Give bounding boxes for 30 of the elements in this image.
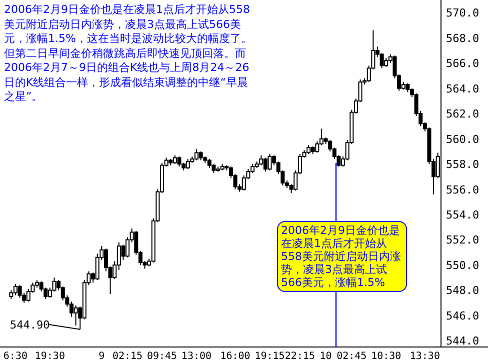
y-tick-label: 558.0 — [446, 158, 480, 172]
x-tick-label: 13:30 — [410, 351, 440, 361]
x-tick-label: 10 — [320, 351, 332, 361]
y-tick-label: 554.0 — [446, 208, 480, 222]
y-tick-label: 548.0 — [446, 284, 480, 298]
y-tick-label: 546.0 — [446, 309, 480, 322]
x-tick-label: 02:45 — [336, 351, 367, 361]
x-tick-label: 13:00 — [181, 351, 212, 361]
annotation: 544.90 — [10, 318, 50, 332]
y-tick-label: 564.0 — [446, 82, 480, 96]
x-tick-label: 02:15 — [112, 351, 143, 361]
x-tick-label: 10:30 — [371, 351, 402, 361]
y-tick-label: 566.0 — [446, 57, 480, 70]
y-tick-label: 544.0 — [446, 334, 480, 348]
x-tick-label: 09:45 — [146, 351, 178, 361]
x-tick-label: 6:30 — [3, 351, 28, 361]
x-tick-label: 19:15 — [254, 351, 285, 361]
y-tick-label: 562.0 — [446, 108, 480, 121]
x-tick-label: 9 — [98, 351, 105, 361]
y-tick-label: 550.0 — [446, 258, 480, 272]
x-tick-label: 16:00 — [220, 351, 250, 361]
x-tick-label: 19:30 — [34, 351, 65, 361]
y-tick-label: 570.0 — [446, 6, 480, 20]
y-tick-label: 560.0 — [446, 132, 480, 146]
annotation: 2006年2月9日金价也是在凌晨1点后才开始从558美元附近启动日内涨势，凌晨3点最高上试566美元，涨幅1.5% — [277, 221, 407, 292]
y-tick-label: 568.0 — [446, 32, 480, 45]
x-tick-label: 22:15 — [284, 351, 315, 361]
annotation: 2006年2月9日金价也是在凌晨1点后才开始从558美元附近启动日内涨势，凌晨3点最高上试566美元，涨幅1.5%，这在当时是波动比较大的幅度了。但第二日早间金价稍微跳高后即快速见顶回落。而2006年2月7～9日的组合K线也与上周8月24～26日的K线组合一样，形成看似结束调整的中继“早晨之星”。 — [4, 3, 254, 104]
y-tick-label: 556.0 — [446, 183, 480, 196]
y-tick-label: 552.0 — [446, 234, 480, 247]
